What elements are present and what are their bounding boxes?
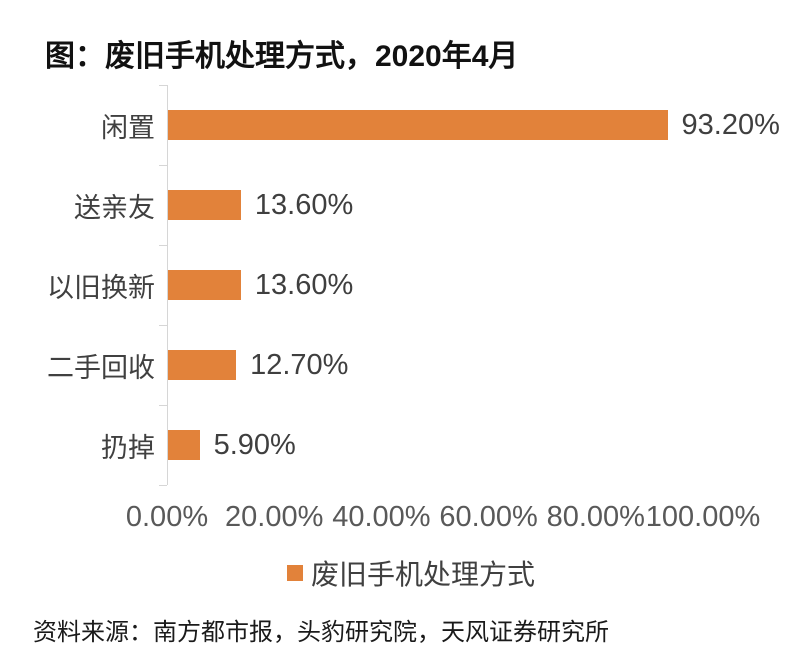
- value-label: 13.60%: [254, 268, 354, 301]
- bar-row: 以旧换新 13.60%: [0, 245, 800, 325]
- axis-tick-mark: [159, 485, 167, 486]
- axis-tick-mark: [159, 405, 167, 406]
- category-label: 送亲友: [74, 192, 155, 223]
- bar: [168, 270, 241, 300]
- bar: [168, 430, 200, 460]
- bar-row: 闲置 93.20%: [0, 85, 800, 165]
- axis-tick-mark: [159, 165, 167, 166]
- x-axis-tick-label: 80.00%: [546, 501, 645, 533]
- bar: [168, 190, 241, 220]
- category-label: 扔掉: [101, 432, 155, 463]
- axis-tick-mark: [159, 245, 167, 246]
- x-axis-tick-label: 60.00%: [439, 501, 538, 533]
- category-label: 闲置: [101, 112, 155, 143]
- value-label: 93.20%: [681, 108, 780, 141]
- x-axis-tick-label: 20.00%: [225, 501, 324, 533]
- value-label: 5.90%: [213, 428, 296, 461]
- category-label: 以旧换新: [47, 272, 155, 303]
- source-note: 资料来源：南方都市报，头豹研究院，天风证券研究所: [33, 619, 609, 646]
- bar-row: 送亲友 13.60%: [0, 165, 800, 245]
- bar-row: 二手回收 12.70%: [0, 325, 800, 405]
- chart-title: 图：废旧手机处理方式，2020年4月: [45, 40, 519, 73]
- bar-row: 扔掉 5.90%: [0, 405, 800, 485]
- category-label: 二手回收: [47, 352, 155, 383]
- category-axis-line: [167, 85, 168, 485]
- x-axis-tick-label: 100.00%: [645, 501, 761, 533]
- value-label: 13.60%: [254, 188, 354, 221]
- bar: [168, 350, 237, 380]
- legend-label: 废旧手机处理方式: [311, 559, 536, 590]
- bar: [168, 110, 668, 140]
- value-label: 12.70%: [250, 348, 349, 381]
- x-axis-tick-label: 0.00%: [125, 501, 209, 533]
- legend: 废旧手机处理方式: [287, 556, 535, 590]
- x-axis-tick-label: 40.00%: [332, 501, 431, 533]
- axis-tick-mark: [159, 85, 167, 86]
- axis-tick-mark: [159, 325, 167, 326]
- legend-swatch: [287, 565, 303, 581]
